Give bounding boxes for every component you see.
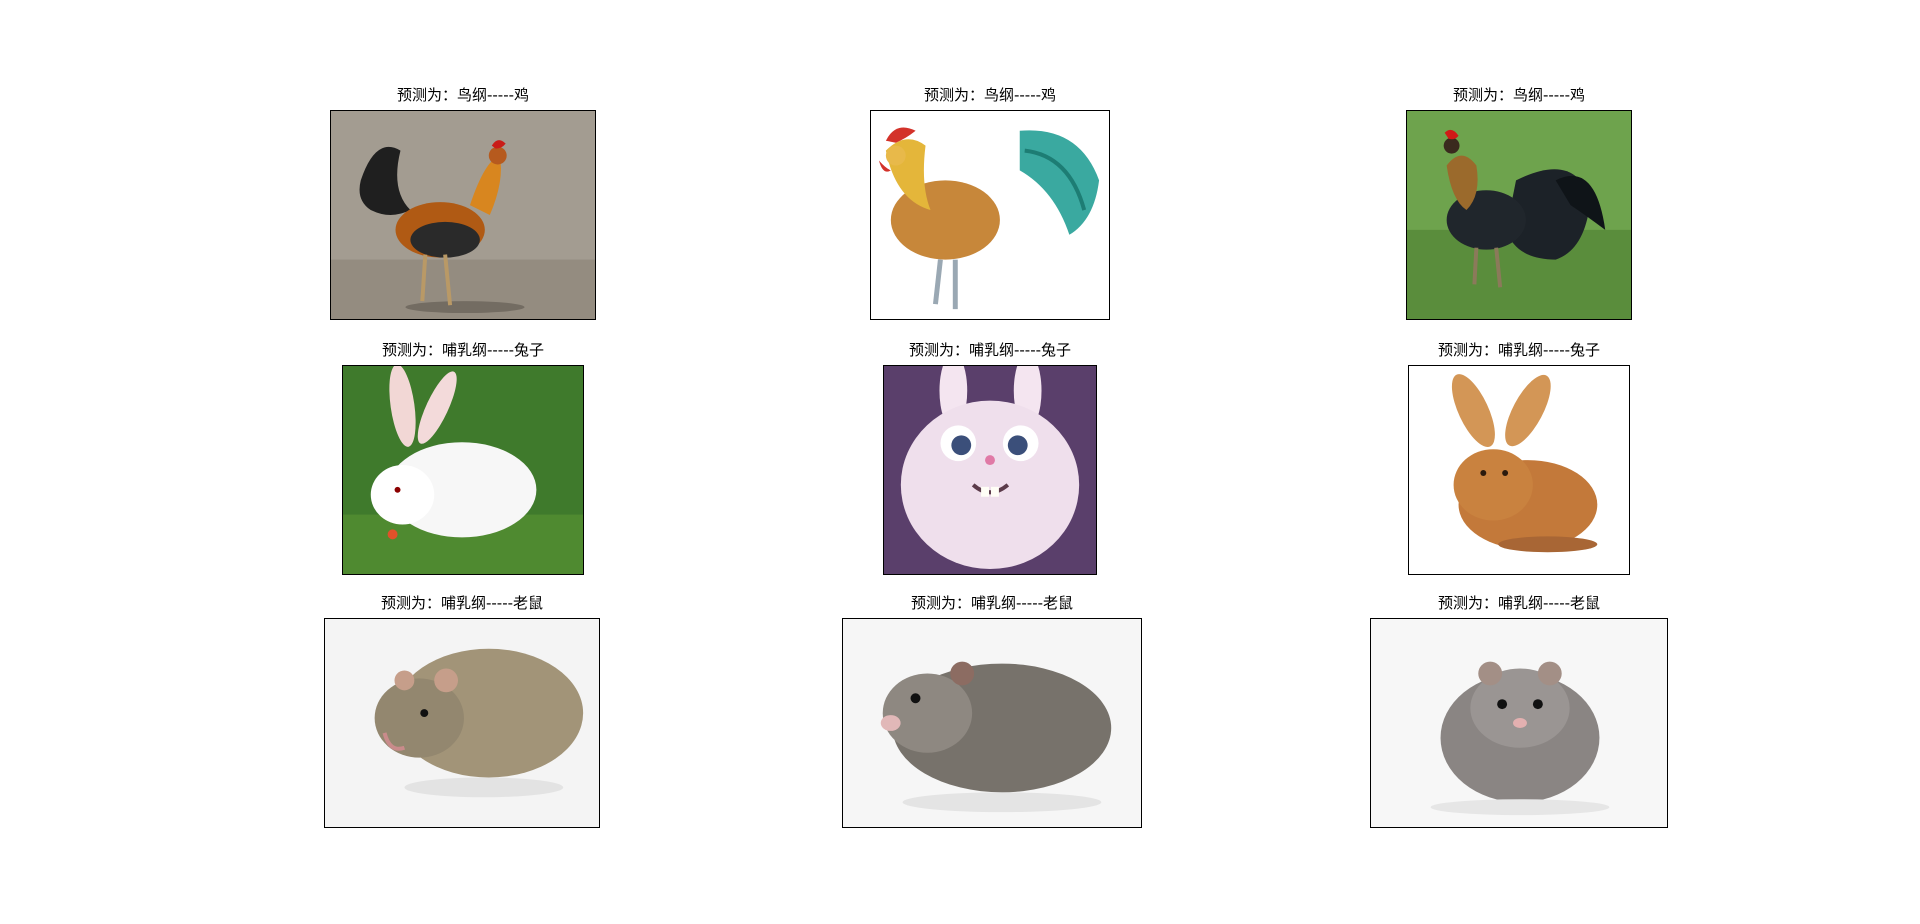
rooster-photo-road <box>330 110 596 320</box>
subplot-6: 预测为：哺乳纲-----兔子 <box>1408 339 1630 579</box>
white-rabbit-photo <box>342 365 584 575</box>
subplot-title: 预测为：哺乳纲-----老鼠 <box>910 594 1074 612</box>
hamster-front-photo <box>1370 618 1668 828</box>
subplot-4: 预测为：哺乳纲-----兔子 <box>342 339 584 579</box>
subplot-2: 预测为：鸟纲-----鸡 <box>870 84 1110 324</box>
subplot-title: 预测为：哺乳纲-----兔子 <box>1437 341 1601 359</box>
subplot-title: 预测为：鸟纲-----鸡 <box>923 86 1057 104</box>
rooster-photo-grass <box>1406 110 1632 320</box>
subplot-title: 预测为：哺乳纲-----兔子 <box>381 341 545 359</box>
subplot-title: 预测为：哺乳纲-----老鼠 <box>380 594 544 612</box>
subplot-9: 预测为：哺乳纲-----老鼠 <box>1370 592 1668 832</box>
rooster-illustration <box>870 110 1110 320</box>
subplot-7: 预测为：哺乳纲-----老鼠 <box>324 592 600 832</box>
subplot-title: 预测为：哺乳纲-----兔子 <box>908 341 1072 359</box>
cartoon-rabbit <box>883 365 1097 575</box>
subplot-title: 预测为：鸟纲-----鸡 <box>1452 86 1586 104</box>
subplot-5: 预测为：哺乳纲-----兔子 <box>883 339 1097 579</box>
subplot-title: 预测为：鸟纲-----鸡 <box>396 86 530 104</box>
hamster-side-photo <box>842 618 1142 828</box>
brown-rabbit-photo <box>1408 365 1630 575</box>
rat-photo <box>324 618 600 828</box>
subplot-title: 预测为：哺乳纲-----老鼠 <box>1437 594 1601 612</box>
subplot-3: 预测为：鸟纲-----鸡 <box>1406 84 1632 324</box>
subplot-1: 预测为：鸟纲-----鸡 <box>330 84 596 324</box>
subplot-8: 预测为：哺乳纲-----老鼠 <box>842 592 1142 832</box>
